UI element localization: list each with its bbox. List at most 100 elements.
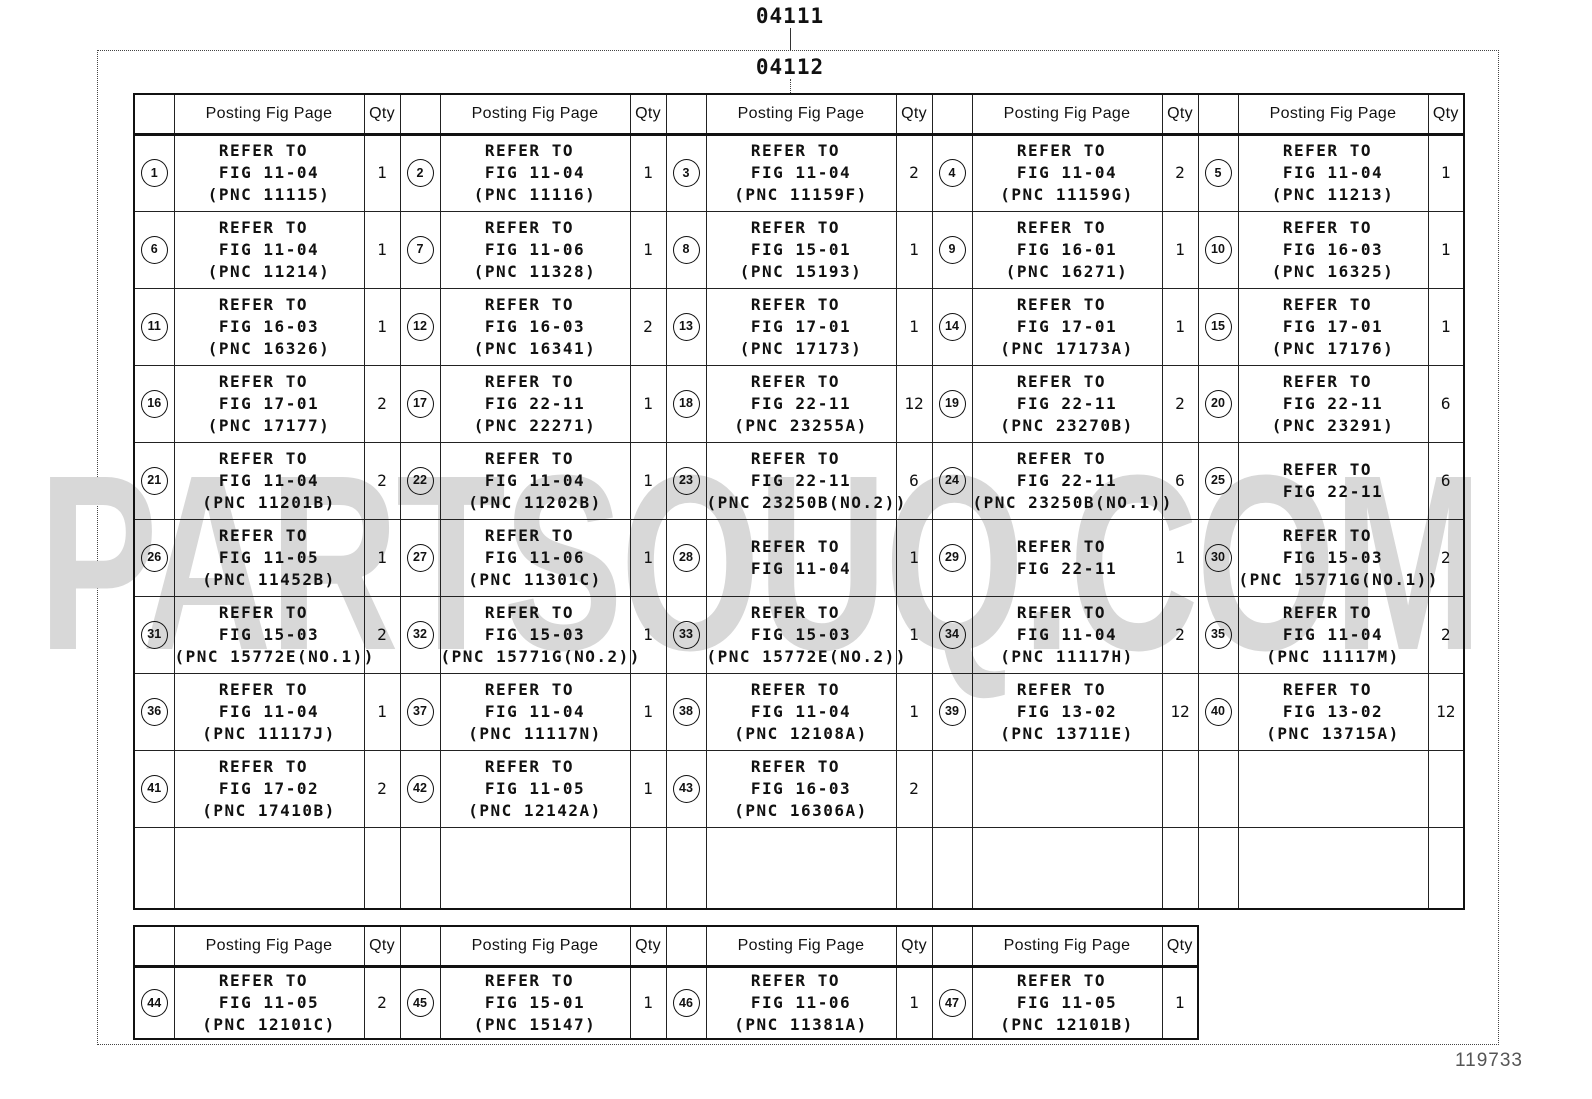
- refer-to-label: REFER TO: [1282, 371, 1372, 391]
- refer-to-label: REFER TO: [1282, 141, 1372, 160]
- header-qty: Qty: [1427, 93, 1465, 136]
- refer-to-label: REFER TO: [484, 970, 574, 990]
- posting-fig-page-cell: REFER TO FIG 11-04 (PNC 11117H): [971, 595, 1163, 674]
- circled-item-number: 36: [140, 697, 168, 726]
- pnc-reference: (PNC 16325): [1271, 261, 1395, 281]
- posting-fig-page-cell: REFER TO FIG 17-01 (PNC 17173A): [971, 287, 1163, 366]
- fig-reference: FIG 11-06: [750, 992, 852, 1012]
- circled-item-number: 40: [1204, 697, 1232, 726]
- item-number-cell: 27: [399, 518, 441, 597]
- circled-item-number: 42: [406, 774, 434, 803]
- table-row: 11 REFER TO FIG 16-03 (PNC 16326) 1 12 REFER T…: [133, 287, 1465, 366]
- fig-reference: FIG 22-11: [1016, 558, 1118, 578]
- item-number-cell: 23: [665, 441, 707, 520]
- qty-cell: 1: [629, 749, 667, 828]
- item-number-cell: [399, 826, 441, 910]
- refer-to-label: REFER TO: [1016, 679, 1106, 699]
- circled-item-number: 12: [406, 312, 434, 341]
- pnc-reference: (PNC 16271): [1005, 261, 1129, 281]
- pnc-reference: (PNC 11452B): [202, 569, 336, 589]
- item-number-cell: 39: [931, 672, 973, 751]
- posting-fig-page-cell: REFER TO FIG 15-03 (PNC 15771G(NO.2)): [439, 595, 641, 674]
- fig-reference: FIG 17-01: [1016, 316, 1118, 336]
- refer-to-label: REFER TO: [484, 141, 574, 160]
- item-number-cell: 2: [399, 133, 441, 212]
- posting-fig-page-cell: [1237, 749, 1429, 828]
- item-number-cell: 21: [133, 441, 175, 520]
- circled-item-number: 41: [140, 774, 168, 803]
- posting-fig-page-cell: REFER TO FIG 11-05 (PNC 12101B): [971, 965, 1163, 1040]
- posting-fig-page-cell: REFER TO FIG 22-11 (PNC 22271): [439, 364, 631, 443]
- fig-reference: FIG 22-11: [484, 393, 586, 413]
- posting-fig-page-cell: REFER TO FIG 15-03 (PNC 15772E(NO.1)): [173, 595, 373, 674]
- circled-item-number: 28: [672, 543, 700, 572]
- fig-reference: FIG 11-05: [218, 992, 320, 1012]
- item-number-cell: 25: [1197, 441, 1239, 520]
- pnc-reference: (PNC 23255A): [734, 415, 868, 435]
- qty-cell: [1161, 826, 1199, 910]
- qty-cell: 2: [1161, 364, 1199, 443]
- posting-fig-page-cell: [971, 749, 1163, 828]
- circled-item-number: 8: [672, 235, 700, 264]
- pnc-reference: (PNC 15193): [739, 261, 863, 281]
- item-number-cell: 6: [133, 210, 175, 289]
- qty-cell: 12: [1427, 672, 1465, 751]
- fig-reference: FIG 16-03: [750, 778, 852, 798]
- item-number-cell: 33: [665, 595, 707, 674]
- refer-to-label: REFER TO: [750, 756, 840, 776]
- posting-fig-page-cell: REFER TO FIG 11-04 (PNC 11213): [1237, 133, 1429, 212]
- figure-code-04112: 04112: [755, 55, 825, 79]
- header-item-number-blank: [1197, 93, 1239, 136]
- qty-cell: [1427, 749, 1465, 828]
- qty-cell: 12: [895, 364, 933, 443]
- pnc-reference: (PNC 12101C): [202, 1014, 336, 1034]
- refer-to-label: REFER TO: [1282, 294, 1372, 314]
- item-number-cell: 19: [931, 364, 973, 443]
- fig-reference: FIG 17-01: [750, 316, 852, 336]
- qty-cell: [895, 826, 933, 910]
- pnc-reference: (PNC 15772E(NO.2)): [706, 646, 907, 666]
- circled-item-number: 14: [938, 312, 966, 341]
- refer-to-label: REFER TO: [750, 294, 840, 314]
- qty-cell: 2: [363, 595, 401, 674]
- posting-fig-page-cell: REFER TO FIG 17-01 (PNC 17177): [173, 364, 365, 443]
- fig-reference: FIG 11-06: [484, 239, 586, 259]
- qty-cell: 1: [629, 595, 667, 674]
- qty-cell: 1: [629, 364, 667, 443]
- pnc-reference: (PNC 11381A): [734, 1014, 868, 1034]
- fig-reference: FIG 11-04: [750, 163, 852, 182]
- circled-item-number: 21: [140, 466, 168, 495]
- pnc-reference: (PNC 23250B(NO.1)): [972, 492, 1173, 512]
- table-row: 41 REFER TO FIG 17-02 (PNC 17410B) 2 42 REFER …: [133, 749, 1465, 828]
- item-number-cell: 36: [133, 672, 175, 751]
- fig-reference: FIG 17-01: [218, 393, 320, 413]
- pnc-reference: (PNC 16306A): [734, 800, 868, 820]
- posting-fig-page-cell: [1237, 826, 1429, 910]
- pnc-reference: (PNC 15771G(NO.2)): [440, 646, 641, 666]
- qty-cell: 1: [363, 672, 401, 751]
- fig-reference: FIG 11-04: [484, 163, 586, 182]
- circled-item-number: 11: [140, 312, 168, 341]
- item-number-cell: 5: [1197, 133, 1239, 212]
- circled-item-number: 23: [672, 466, 700, 495]
- fig-reference: FIG 22-11: [750, 470, 852, 490]
- qty-cell: 1: [1161, 287, 1199, 366]
- refer-to-label: REFER TO: [1016, 602, 1106, 622]
- refer-to-label: REFER TO: [484, 371, 574, 391]
- circled-item-number: 46: [672, 988, 700, 1017]
- posting-fig-page-cell: REFER TO FIG 11-04 (PNC 12108A): [705, 672, 897, 751]
- pnc-reference: (PNC 17177): [207, 415, 331, 435]
- item-number-cell: 43: [665, 749, 707, 828]
- refer-to-label: REFER TO: [484, 679, 574, 699]
- qty-cell: 1: [895, 965, 933, 1040]
- posting-fig-page-cell: REFER TO FIG 16-01 (PNC 16271): [971, 210, 1163, 289]
- pnc-reference: (PNC 11117H): [1000, 646, 1134, 666]
- fig-reference: FIG 16-01: [1016, 239, 1118, 259]
- pnc-reference: (PNC 12142A): [468, 800, 602, 820]
- refer-to-label: REFER TO: [750, 448, 840, 468]
- circled-item-number: 25: [1204, 466, 1232, 495]
- pnc-reference: (PNC 11201B): [202, 492, 336, 512]
- item-number-cell: [1197, 749, 1239, 828]
- posting-fig-page-cell: REFER TO FIG 11-04 (PNC 11115): [173, 133, 365, 212]
